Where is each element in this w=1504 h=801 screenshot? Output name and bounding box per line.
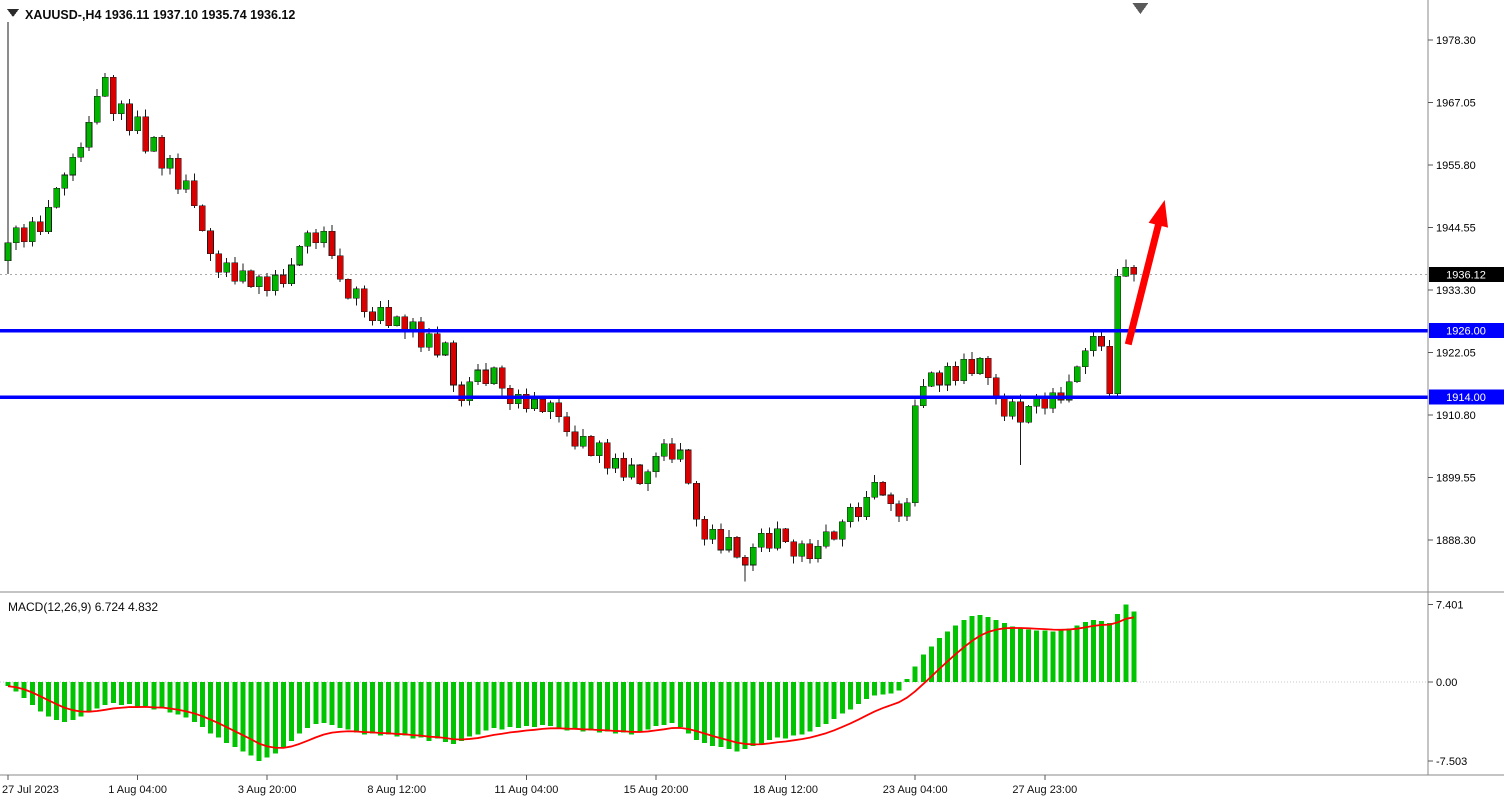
current-price-tag-label: 1936.12: [1446, 269, 1486, 281]
chart-title: XAUUSD-,H4 1936.11 1937.10 1935.74 1936.…: [7, 8, 295, 22]
price-axis-label: 1967.05: [1436, 98, 1476, 110]
symbol-ohlc-title: XAUUSD-,H4 1936.11 1937.10 1935.74 1936.…: [25, 8, 295, 22]
price-axis-label: 1933.30: [1436, 285, 1476, 297]
time-axis-label: 1 Aug 04:00: [108, 784, 167, 796]
level-price-tag: [1429, 389, 1504, 405]
macd-axis-label: 0.00: [1436, 677, 1457, 689]
current-price-tag: 1936.12: [1429, 266, 1504, 282]
macd-indicator-label: MACD(12,26,9) 6.724 4.832: [8, 600, 158, 614]
price-axis-label: 1944.55: [1436, 223, 1476, 235]
price-axis-label: 1922.05: [1436, 348, 1476, 360]
support-resistance-lines[interactable]: 1926.00 1914.00: [0, 323, 1504, 405]
annotations-layer[interactable]: [1124, 3, 1169, 346]
price-axis-label: 1910.80: [1436, 410, 1476, 422]
time-axis-label: 18 Aug 12:00: [753, 784, 818, 796]
grid-layer: [0, 273, 1428, 683]
time-axis-label: 23 Aug 04:00: [883, 784, 948, 796]
time-axis-label: 15 Aug 20:00: [624, 784, 689, 796]
one-click-trading-icon[interactable]: [7, 9, 19, 17]
time-axis-label: 27 Aug 23:00: [1012, 784, 1077, 796]
level-price-tag: [1429, 323, 1504, 339]
candlesticks-layer: [4, 22, 1138, 582]
price-axis-label: 1899.55: [1436, 473, 1476, 485]
macd-axis-label: -7.503: [1436, 756, 1467, 768]
price-axis-label: 1888.30: [1436, 535, 1476, 547]
trend-arrow[interactable]: [1124, 200, 1169, 346]
level-price-tag-label: 1914.00: [1446, 392, 1486, 404]
price-axis-label: 1978.30: [1436, 35, 1476, 47]
time-axis-label: 8 Aug 12:00: [367, 784, 426, 796]
macd-axis-label: 7.401: [1436, 599, 1464, 611]
price-axis[interactable]: 1978.30 1967.05 1955.80 1944.55 1933.30 1922.…: [0, 0, 1504, 776]
time-axis-label: 11 Aug 04:00: [494, 784, 558, 796]
level-price-tag-label: 1926.00: [1446, 326, 1486, 338]
time-axis[interactable]: 27 Jul 2023 1 Aug 04:00 3 Aug 20:00 8 Aug 1…: [2, 775, 1077, 796]
time-axis-label: 3 Aug 20:00: [238, 784, 297, 796]
time-axis-label: 27 Jul 2023: [2, 784, 59, 796]
price-axis-label: 1955.80: [1436, 160, 1476, 172]
macd-signal-line: [7, 616, 1135, 749]
macd-pane: [5, 604, 1137, 761]
chart-shift-marker-icon[interactable]: [1132, 3, 1149, 14]
